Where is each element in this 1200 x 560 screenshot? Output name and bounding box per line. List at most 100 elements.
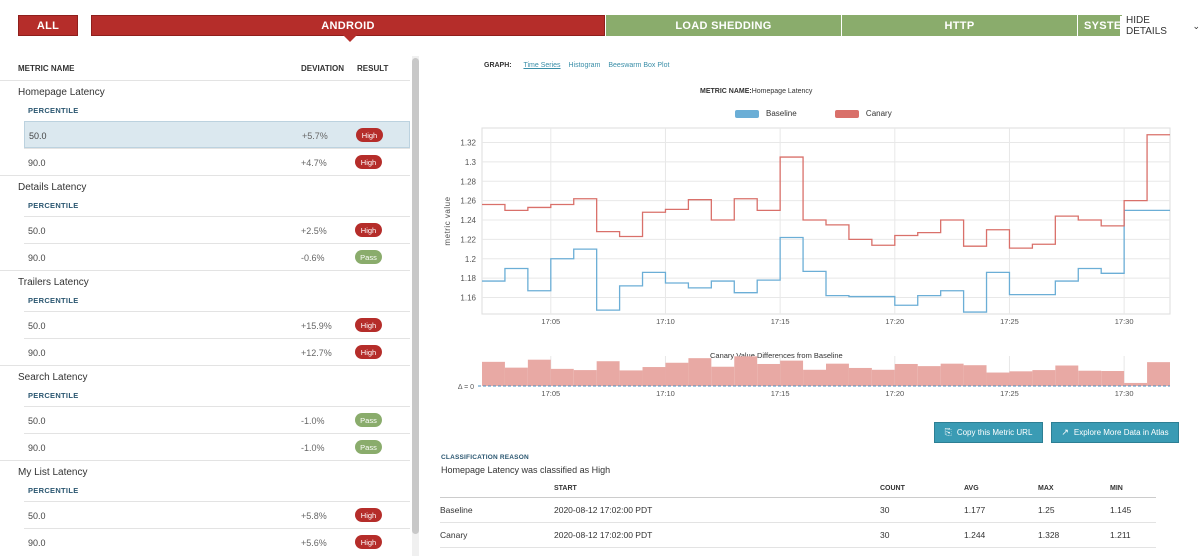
diff-x-tick-label: 17:20 [885, 389, 904, 398]
diff-bar [803, 369, 826, 386]
metric-group: Details Latency PERCENTILE 50.0 +2.5% High 90… [0, 175, 410, 270]
diff-bar [963, 365, 987, 386]
explore-atlas-button[interactable]: ↗ Explore More Data in Atlas [1051, 422, 1179, 443]
diff-bar [527, 359, 551, 386]
metric-row[interactable]: 50.0 +2.5% High [24, 216, 410, 243]
diff-bar [1078, 370, 1102, 386]
header-deviation: DEVIATION [301, 64, 344, 73]
series-line-canary [482, 134, 1170, 249]
metric-deviation: -0.6% [301, 253, 325, 263]
x-tick-label: 17:20 [885, 317, 904, 326]
copy-metric-url-button[interactable]: ⎘ Copy this Metric URL [934, 422, 1043, 443]
diff-bar [642, 367, 666, 386]
stats-col-count: COUNT [880, 481, 964, 498]
graph-option-beeswarm[interactable]: Beeswarm Box Plot [608, 62, 670, 69]
x-tick-label: 17:15 [771, 317, 790, 326]
chart-legend: Baseline Canary [735, 109, 928, 121]
y-tick-label: 1.18 [460, 274, 476, 283]
legend-canary-swatch [834, 109, 859, 118]
legend-canary[interactable]: Canary [834, 109, 892, 118]
result-badge: High [355, 318, 382, 332]
header-result: RESULT [357, 64, 389, 73]
metric-deviation: +5.7% [302, 131, 328, 141]
metric-group: Trailers Latency PERCENTILE 50.0 +15.9% High… [0, 270, 410, 365]
graph-option-time-series[interactable]: Time Series [523, 62, 561, 69]
diff-bar [1147, 362, 1170, 386]
metric-row[interactable]: 90.0 +4.7% High [24, 148, 410, 175]
diff-zero-label: Δ = 0 [458, 384, 474, 391]
metric-title: METRIC NAME:Homepage Latency [700, 88, 960, 95]
metric-group-name: Homepage Latency [0, 80, 410, 104]
graph-type-toolbar: GRAPH: Time Series Histogram Beeswarm Bo… [484, 62, 675, 74]
x-tick-label: 17:10 [656, 317, 675, 326]
metric-group-name: Trailers Latency [0, 270, 410, 294]
result-badge: High [355, 345, 382, 359]
diff-bar [826, 363, 849, 386]
stats-count: 30 [880, 522, 964, 548]
metric-groups: Homepage Latency PERCENTILE 50.0 +5.7% High 9… [0, 80, 410, 555]
diff-x-tick-label: 17:05 [541, 389, 560, 398]
diff-chart-title: Canary Value Differences from Baseline [710, 351, 843, 360]
y-axis-label: metric value [443, 196, 452, 245]
diff-bar [780, 360, 804, 386]
metric-deviation: +15.9% [301, 321, 332, 331]
chevron-down-icon: ⌄ [1192, 20, 1200, 31]
metric-group-name: My List Latency [0, 460, 410, 484]
metric-row[interactable]: 50.0 +5.8% High [24, 501, 410, 528]
scrollbar-thumb[interactable] [412, 58, 419, 534]
metric-row[interactable]: 90.0 +5.6% High [24, 528, 410, 555]
graph-label: GRAPH: [484, 62, 512, 69]
time-series-chart: 1.16 1.18 1.2 1.22 1.24 1.26 1.28 1.3 1.32 17:05 1… [443, 127, 1171, 326]
hide-details-toggle[interactable]: HIDE DETAILS ⌄ [1120, 15, 1200, 37]
stats-col-min: MIN [1110, 481, 1156, 498]
stats-start: 2020-08-12 17:02:00 PDT [554, 497, 880, 523]
stats-row-canary: Canary 2020-08-12 17:02:00 PDT 30 1.244 … [440, 522, 1156, 548]
graph-option-histogram[interactable]: Histogram [568, 62, 601, 69]
result-badge: High [355, 535, 382, 549]
stats-col-avg: AVG [964, 481, 1038, 498]
metric-row[interactable]: 90.0 -0.6% Pass [24, 243, 410, 270]
metric-group-subheader: PERCENTILE [28, 106, 79, 115]
diff-bar [711, 366, 735, 386]
tab-all[interactable]: ALL [18, 15, 78, 36]
copy-icon: ⎘ [944, 427, 952, 437]
legend-baseline[interactable]: Baseline [735, 109, 797, 118]
y-tick-label: 1.32 [460, 139, 476, 148]
result-badge: Pass [355, 440, 382, 454]
metric-deviation: -1.0% [301, 416, 325, 426]
diff-bar [734, 356, 758, 386]
metric-group: My List Latency PERCENTILE 50.0 +5.8% High 90… [0, 460, 410, 555]
stats-row-baseline: Baseline 2020-08-12 17:02:00 PDT 30 1.17… [440, 497, 1156, 523]
y-tick-label: 1.28 [460, 177, 476, 186]
legend-canary-label: Canary [865, 109, 892, 118]
stats-start: 2020-08-12 17:02:00 PDT [554, 522, 880, 548]
top-tab-bar: ALL ANDROID LOAD SHEDDING HTTP SYSTEM HI… [0, 0, 1200, 52]
metric-row[interactable]: 50.0 +15.9% High [24, 311, 410, 338]
stats-max: 1.25 [1038, 497, 1110, 523]
metric-percentile: 50.0 [29, 131, 47, 141]
stats-name: Canary [440, 522, 554, 548]
tab-load-shedding[interactable]: LOAD SHEDDING [605, 15, 841, 36]
metric-percentile: 50.0 [28, 226, 46, 236]
stats-min: 1.145 [1110, 497, 1156, 523]
difference-chart: 17:05 17:10 17:15 17:20 17:25 17:30 Δ = 0 [458, 356, 1170, 398]
tab-http[interactable]: HTTP [841, 15, 1077, 36]
result-badge: High [356, 128, 383, 142]
metric-row[interactable]: 50.0 -1.0% Pass [24, 406, 410, 433]
y-tick-label: 1.22 [460, 235, 476, 244]
x-tick-label: 17:05 [541, 317, 560, 326]
legend-baseline-label: Baseline [766, 109, 797, 118]
diff-bar [596, 361, 620, 386]
tab-system[interactable]: SYSTEM [1077, 15, 1122, 36]
metric-row[interactable]: 50.0 +5.7% High [24, 121, 410, 148]
metric-row[interactable]: 90.0 -1.0% Pass [24, 433, 410, 460]
metric-title-name: Homepage Latency [751, 88, 813, 95]
header-metric-name: METRIC NAME [18, 64, 75, 73]
x-tick-label: 17:25 [1000, 317, 1019, 326]
tab-android[interactable]: ANDROID [91, 15, 605, 42]
stats-name: Baseline [440, 497, 554, 523]
series-line-baseline [482, 209, 1170, 313]
metric-row[interactable]: 90.0 +12.7% High [24, 338, 410, 365]
metric-title-prefix: METRIC NAME: [700, 88, 752, 95]
diff-x-tick-label: 17:10 [656, 389, 675, 398]
